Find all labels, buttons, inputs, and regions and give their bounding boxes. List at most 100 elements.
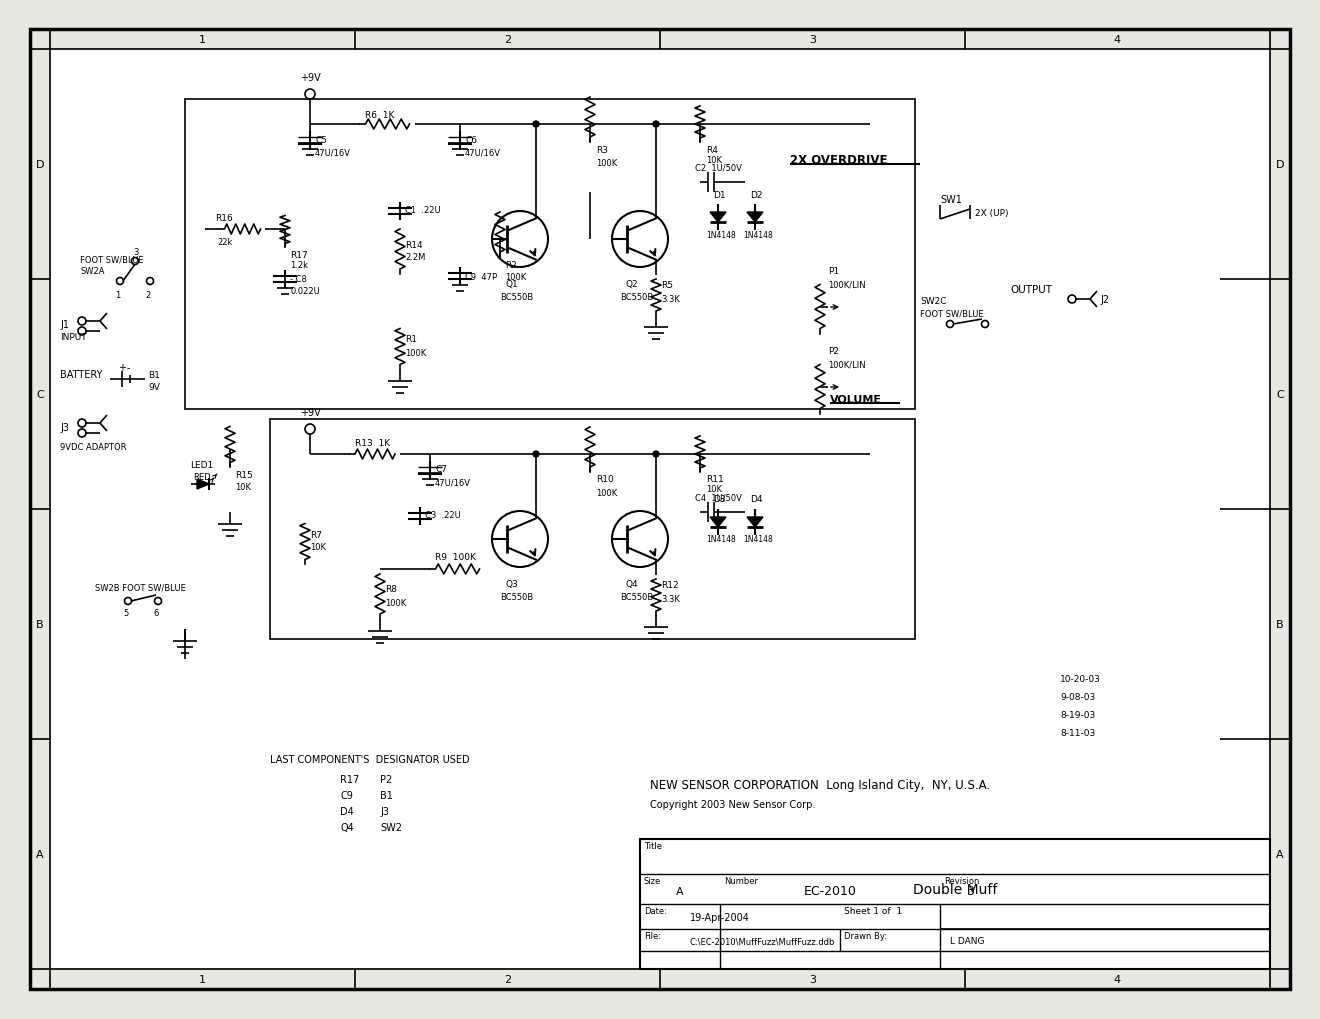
Text: +: + — [117, 363, 125, 373]
Text: 10K: 10K — [235, 483, 251, 492]
Text: 100K: 100K — [597, 158, 618, 167]
Text: 1: 1 — [199, 974, 206, 984]
Text: 2X OVERDRIVE: 2X OVERDRIVE — [789, 153, 887, 166]
Text: C2  1U/50V: C2 1U/50V — [696, 163, 742, 172]
Text: 1N4148: 1N4148 — [743, 535, 772, 544]
Text: 5: 5 — [123, 608, 128, 616]
Text: Q4: Q4 — [624, 580, 638, 589]
Text: 8-19-03: 8-19-03 — [1060, 711, 1096, 719]
Text: P2: P2 — [380, 774, 392, 785]
Text: C1  .22U: C1 .22U — [405, 205, 441, 214]
Text: R13  1K: R13 1K — [355, 439, 391, 448]
Text: 9VDC ADAPTOR: 9VDC ADAPTOR — [59, 443, 127, 452]
Text: EC-2010: EC-2010 — [804, 884, 857, 898]
Text: R8: R8 — [385, 585, 397, 594]
Text: 0.022U: 0.022U — [290, 286, 319, 296]
Text: R3: R3 — [597, 146, 609, 154]
Bar — [640, 840, 1270, 969]
Text: BC550B: BC550B — [500, 293, 533, 303]
Text: BATTERY: BATTERY — [59, 370, 103, 380]
Text: 47U/16V: 47U/16V — [436, 478, 471, 487]
Text: 2: 2 — [504, 35, 511, 45]
Text: 1N4148: 1N4148 — [706, 535, 735, 544]
Text: 3: 3 — [809, 974, 816, 984]
Text: INPUT: INPUT — [59, 332, 87, 341]
Text: LED1: LED1 — [190, 460, 214, 469]
Text: 1N4148: 1N4148 — [743, 230, 772, 239]
Text: 10K: 10K — [310, 543, 326, 552]
Text: D: D — [36, 160, 45, 170]
Text: 100K/LIN: 100K/LIN — [828, 360, 866, 369]
Text: A: A — [36, 849, 44, 859]
Text: D2: D2 — [750, 191, 763, 200]
Text: LAST COMPONENT'S  DESIGNATOR USED: LAST COMPONENT'S DESIGNATOR USED — [271, 754, 470, 764]
Text: Q1: Q1 — [506, 280, 517, 289]
Bar — [271, 420, 915, 639]
Text: VOLUME: VOLUME — [830, 394, 882, 405]
Text: Sheet 1 of  1: Sheet 1 of 1 — [843, 906, 902, 915]
Text: Revision: Revision — [944, 876, 979, 886]
Text: A: A — [1276, 849, 1284, 859]
Text: C3  .22U: C3 .22U — [425, 510, 461, 519]
Text: 4: 4 — [1114, 35, 1121, 45]
Text: B: B — [36, 620, 44, 630]
Text: C5: C5 — [315, 136, 327, 145]
Text: C:\EC-2010\MuffFuzz\MuffFuzz.ddb: C:\EC-2010\MuffFuzz\MuffFuzz.ddb — [690, 936, 836, 946]
Text: 47U/16V: 47U/16V — [315, 149, 351, 157]
Text: 22k: 22k — [216, 237, 232, 247]
Text: 2: 2 — [145, 290, 150, 300]
Text: 10K: 10K — [706, 155, 722, 164]
Text: NEW SENSOR CORPORATION  Long Island City,  NY, U.S.A.: NEW SENSOR CORPORATION Long Island City,… — [649, 777, 990, 791]
Text: SW2C: SW2C — [920, 298, 946, 306]
Text: 100K: 100K — [506, 273, 527, 282]
Text: P2: P2 — [828, 347, 840, 357]
Text: 9-08-03: 9-08-03 — [1060, 693, 1096, 702]
Text: BC550B: BC550B — [500, 593, 533, 602]
Text: C7: C7 — [436, 465, 447, 474]
Text: J3: J3 — [380, 806, 389, 816]
Text: B1: B1 — [380, 790, 393, 800]
Text: R7: R7 — [310, 530, 322, 539]
Polygon shape — [710, 213, 726, 223]
Text: R17: R17 — [290, 251, 308, 259]
Text: R10: R10 — [597, 475, 614, 484]
Text: R11: R11 — [706, 475, 723, 484]
Text: OUTPUT: OUTPUT — [1010, 284, 1052, 294]
Text: Size: Size — [644, 876, 661, 886]
Polygon shape — [747, 213, 763, 223]
Polygon shape — [747, 518, 763, 528]
Text: D4: D4 — [341, 806, 354, 816]
Text: SW2B FOOT SW/BLUE: SW2B FOOT SW/BLUE — [95, 583, 186, 592]
Text: 3.3K: 3.3K — [661, 294, 680, 304]
Text: 3: 3 — [809, 35, 816, 45]
Text: A: A — [676, 887, 684, 896]
Text: Number: Number — [723, 876, 758, 886]
Text: 10K: 10K — [706, 485, 722, 494]
Bar — [185, 100, 915, 410]
Text: 1: 1 — [115, 290, 120, 300]
Text: R16: R16 — [215, 213, 232, 222]
Text: C9: C9 — [341, 790, 352, 800]
Text: 6: 6 — [153, 608, 158, 616]
Text: C4  1U/50V: C4 1U/50V — [696, 493, 742, 502]
Text: 8-11-03: 8-11-03 — [1060, 729, 1096, 738]
Circle shape — [653, 122, 659, 127]
Text: 47U/16V: 47U/16V — [465, 149, 502, 157]
Text: Double Muff: Double Muff — [913, 882, 997, 896]
Text: P1: P1 — [828, 267, 840, 276]
Text: 1.2k: 1.2k — [290, 260, 308, 269]
Text: J2: J2 — [1100, 294, 1109, 305]
Text: 100K: 100K — [597, 488, 618, 497]
Circle shape — [653, 451, 659, 458]
Text: R5: R5 — [661, 281, 673, 290]
Text: SW2: SW2 — [380, 822, 403, 833]
Text: FOOT SW/BLUE: FOOT SW/BLUE — [81, 255, 144, 264]
Text: R14: R14 — [405, 240, 422, 250]
Polygon shape — [710, 518, 726, 528]
Text: R6  1K: R6 1K — [366, 110, 395, 119]
Text: Q4: Q4 — [341, 822, 354, 833]
Text: C9  47P: C9 47P — [465, 272, 498, 281]
Text: Copyright 2003 New Sensor Corp.: Copyright 2003 New Sensor Corp. — [649, 799, 816, 809]
Text: D4: D4 — [750, 495, 763, 504]
Text: Q2: Q2 — [624, 280, 638, 289]
